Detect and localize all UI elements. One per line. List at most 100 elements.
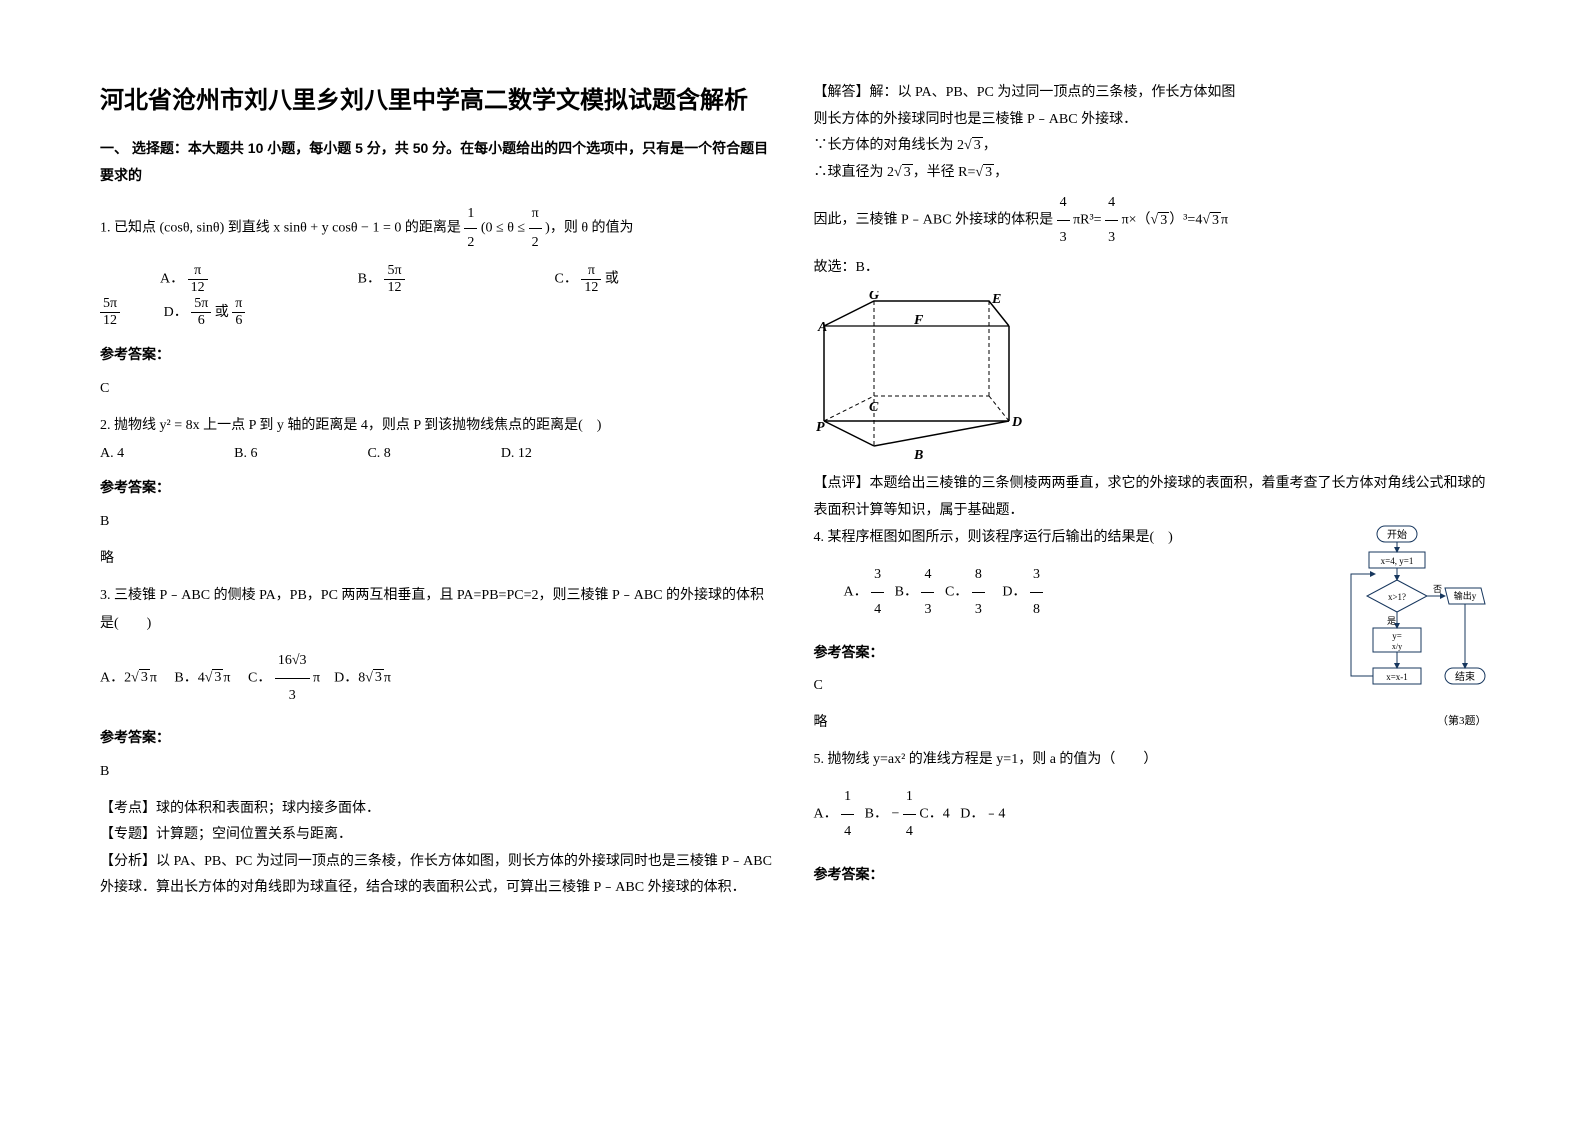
q3-stem: 3. 三棱锥 P﹣ABC 的侧棱 PA，PB，PC 两两互相垂直，且 PA=PB… bbox=[100, 582, 774, 638]
label-G: G bbox=[869, 291, 879, 303]
q1-5pi12: 5π12 bbox=[100, 296, 120, 329]
opt-mid: 或 bbox=[215, 305, 233, 320]
topic: 【专题】计算题；空间位置关系与距离． bbox=[100, 822, 774, 849]
q2-stem: 2. 抛物线 y² = 8x 上一点 P 到 y 轴的距离是 4，则点 P 到该… bbox=[100, 412, 774, 440]
q3-optC-lbl: C． bbox=[248, 670, 271, 685]
exam-point: 【考点】球的体积和表面积；球内接多面体． bbox=[100, 796, 774, 823]
frac-num: π bbox=[581, 263, 601, 280]
frac-den: 12 bbox=[384, 280, 404, 296]
pi: π bbox=[384, 670, 391, 685]
solve-5a: 因此，三棱锥 P﹣ABC 外接球的体积是 bbox=[814, 213, 1057, 228]
q4-optA: A． bbox=[844, 585, 868, 600]
label-E: E bbox=[991, 292, 1001, 307]
q1-stem-b: (0 ≤ θ ≤ bbox=[481, 221, 529, 236]
sqrt3: 3 bbox=[983, 164, 994, 180]
analysis: 【分析】以 PA、PB、PC 为过同一顶点的三条棱，作长方体如图，则长方体的外接… bbox=[100, 849, 774, 902]
q1-answer: C bbox=[100, 376, 774, 403]
frac-den: 3 bbox=[921, 593, 934, 627]
flow-yes: 是 bbox=[1387, 616, 1396, 626]
answer-label: 参考答案： bbox=[100, 341, 774, 368]
frac-den: 2 bbox=[464, 229, 477, 257]
opt-label: A． bbox=[160, 272, 184, 287]
page-title: 河北省沧州市刘八里乡刘八里中学高二数学文模拟试题含解析 bbox=[100, 80, 774, 115]
frac-den: 3 bbox=[972, 593, 985, 627]
frac-num: 8 bbox=[972, 558, 985, 593]
flowchart: 开始 x=4, y=1 x>1? 是 否 输出y y= x/y x=x-1 结束… bbox=[1337, 524, 1487, 754]
frac-den: 4 bbox=[903, 815, 916, 849]
q3-answer: B bbox=[100, 759, 774, 786]
solve-3: ∵长方体的对角线长为 2√3， bbox=[814, 133, 1488, 160]
frac-16s3-3: 16√33 bbox=[275, 644, 310, 712]
frac-num: 4 bbox=[1057, 186, 1070, 221]
sqrt3: 3 bbox=[212, 669, 223, 685]
frac-num: 5π bbox=[100, 296, 120, 313]
q2-optC: C. 8 bbox=[367, 446, 390, 462]
frac-den: 3 bbox=[1057, 221, 1070, 255]
q3-optB-lbl: B．4 bbox=[174, 670, 204, 685]
frac-den: 12 bbox=[100, 313, 120, 329]
flow-caption: （第3题） bbox=[1437, 713, 1487, 727]
frac-num: 1 bbox=[903, 780, 916, 815]
q4-optB: B． bbox=[895, 585, 918, 600]
flow-init: x=4, y=1 bbox=[1381, 556, 1414, 566]
frac-den: 8 bbox=[1030, 593, 1043, 627]
frac-den: 4 bbox=[841, 815, 854, 849]
flow-cond: x>1? bbox=[1388, 592, 1406, 602]
solve-2: 则长方体的外接球同时也是三棱锥 P﹣ABC 外接球． bbox=[814, 107, 1488, 134]
cube-svg: A G E F C D P B bbox=[814, 291, 1024, 461]
label-A: A bbox=[817, 320, 827, 335]
q2-optB: B. 6 bbox=[234, 446, 257, 462]
q2-answer: B bbox=[100, 509, 774, 536]
svg-text:y=: y= bbox=[1392, 631, 1402, 641]
flow-dec: x=x-1 bbox=[1386, 672, 1408, 682]
q5-options: A． 14 B． − 14 C．4 D．﹣4 bbox=[814, 780, 1488, 848]
label-B: B bbox=[913, 448, 923, 461]
sqrt3: 3 bbox=[1158, 212, 1169, 228]
q5-optC: C．4 bbox=[919, 807, 949, 822]
frac-num: 4 bbox=[1105, 186, 1118, 221]
solve-3b: ， bbox=[983, 138, 997, 153]
q2-options: A. 4 B. 6 C. 8 D. 12 bbox=[100, 446, 774, 462]
pi: π bbox=[223, 670, 230, 685]
q4-optC: C． bbox=[945, 585, 968, 600]
solve-4b: ，半径 R= bbox=[913, 165, 976, 180]
pi: π bbox=[150, 670, 157, 685]
q5-optD: D．﹣4 bbox=[960, 807, 1005, 822]
frac-den: 4 bbox=[871, 593, 884, 627]
frac-half: 1 2 bbox=[464, 200, 477, 257]
sqrt3: 3 bbox=[139, 669, 150, 685]
opt-label: D． bbox=[164, 305, 188, 320]
opt-label: C． bbox=[555, 272, 578, 287]
opt-tail: 或 bbox=[605, 272, 619, 287]
q1-row2: 5π12 D． 5π6 或 π6 bbox=[100, 296, 774, 329]
solve-5c: π×（ bbox=[1122, 213, 1151, 228]
frac-num: 5π bbox=[384, 263, 404, 280]
frac-den: 12 bbox=[188, 280, 208, 296]
frac-num: π bbox=[529, 200, 542, 229]
q5-optA: A． bbox=[814, 807, 838, 822]
solve-5b: πR³= bbox=[1073, 213, 1102, 228]
answer-label: 参考答案： bbox=[814, 861, 1488, 888]
frac-den: 6 bbox=[232, 313, 245, 329]
sqrt3: 3 bbox=[902, 164, 913, 180]
opt-label: B． bbox=[358, 272, 381, 287]
flow-end: 结束 bbox=[1455, 670, 1475, 683]
frac-num: 5π bbox=[191, 296, 211, 313]
cube-diagram: A G E F C D P B bbox=[814, 291, 1488, 461]
solve-4a: ∴球直径为 2 bbox=[814, 165, 895, 180]
solve-3a: ∵长方体的对角线长为 2 bbox=[814, 138, 965, 153]
label-F: F bbox=[913, 313, 924, 328]
comment: 【点评】本题给出三棱锥的三条侧棱两两垂直，求它的外接球的表面积，着重考查了长方体… bbox=[814, 471, 1488, 524]
flowchart-svg: 开始 x=4, y=1 x>1? 是 否 输出y y= x/y x=x-1 结束… bbox=[1337, 524, 1487, 754]
flow-out: 输出y bbox=[1454, 590, 1477, 601]
pi: π bbox=[313, 670, 320, 685]
solve-1: 【解答】解：以 PA、PB、PC 为过同一顶点的三条棱，作长方体如图 bbox=[814, 80, 1488, 107]
solve-5e: π bbox=[1221, 213, 1228, 228]
q1-stem-a: 1. 已知点 (cosθ, sinθ) 到直线 x sinθ + y cosθ … bbox=[100, 221, 464, 236]
sqrt3: 3 bbox=[1210, 212, 1221, 228]
frac-pi2: π 2 bbox=[529, 200, 542, 257]
solve-6: 故选：B． bbox=[814, 255, 1488, 282]
frac-den: 3 bbox=[1105, 221, 1118, 255]
solve-5d: ）³=4 bbox=[1169, 213, 1202, 228]
frac-num: π bbox=[232, 296, 245, 313]
